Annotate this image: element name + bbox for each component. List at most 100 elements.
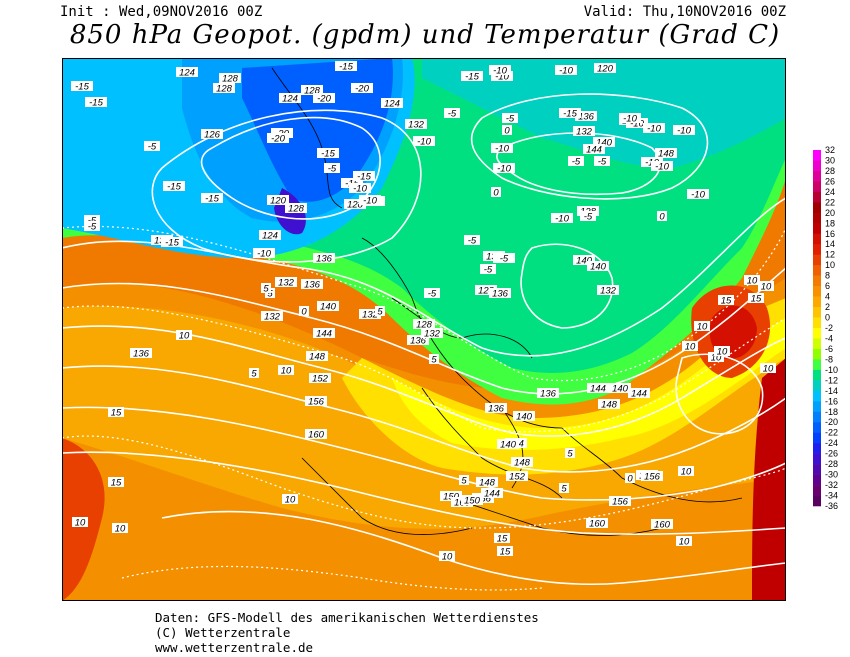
temperature-label: -15: [563, 109, 577, 120]
geopotential-label: 136: [304, 280, 321, 291]
geopotential-label-bg: [219, 73, 241, 83]
temperature-label: -5: [572, 157, 581, 168]
colorbar-swatch: [813, 432, 821, 444]
geopotential-label-bg: [305, 429, 327, 439]
temperature-label: -15: [339, 62, 353, 73]
geopotential-label-bg: [421, 328, 443, 338]
geopotential-label: 136: [578, 112, 595, 123]
temperature-label-bg: [324, 163, 340, 173]
geopotential-label-bg: [267, 195, 289, 205]
temperature-label-bg: [201, 193, 223, 203]
temperature-label: 5: [461, 476, 467, 487]
temperature-label: 10: [697, 322, 708, 333]
temperature-label-bg: [502, 125, 512, 135]
geopotential-label-bg: [655, 148, 677, 158]
geopotential-label-bg: [586, 518, 608, 528]
temperature-label: -15: [357, 172, 371, 183]
geopotential-label-bg: [407, 335, 429, 345]
colorbar-swatch: [813, 401, 821, 413]
geopotential-label-bg: [587, 383, 609, 393]
temperature-label: 5: [267, 289, 273, 300]
temperature-label-bg: [161, 237, 183, 247]
geopotential-label-bg: [575, 111, 597, 121]
geopotential-label-bg: [609, 496, 631, 506]
temperature-label-bg: [489, 65, 511, 75]
colorbar-swatch: [813, 202, 821, 214]
geopotential-label-bg: [381, 98, 403, 108]
temperature-label: -10: [630, 119, 644, 130]
temperature-label-bg: [261, 283, 271, 293]
temperature-label-bg: [493, 163, 515, 173]
temperature-label: -15: [167, 182, 181, 193]
geopotential-label: 132: [600, 286, 617, 297]
geopotential-labels: 1241281281241281261321361361321241281201…: [130, 63, 677, 531]
temperature-label-bg: [494, 533, 510, 543]
geopotential-label: 132: [278, 278, 295, 289]
temperature-label-bg: [551, 213, 573, 223]
colorbar-label: 32: [825, 146, 835, 155]
geopotential-label-bg: [513, 411, 535, 421]
temperature-label-bg: [491, 143, 513, 153]
geopotential-label-bg: [511, 457, 533, 467]
geopotential-label-bg: [313, 328, 335, 338]
temperature-label: -10: [655, 162, 669, 173]
temperature-label-bg: [313, 93, 335, 103]
temperature-label: -10: [647, 124, 661, 135]
temperature-label-bg: [748, 293, 764, 303]
colorbar-label: -8: [825, 354, 833, 364]
geopotential-label: 144: [316, 329, 332, 340]
geopotential-label: 152: [509, 472, 526, 483]
geopotential-label: 136: [410, 336, 427, 347]
temperature-label: -5: [500, 254, 509, 265]
temperature-label-bg: [687, 189, 709, 199]
geopotential-label-bg: [285, 203, 307, 213]
colorbar-swatch: [813, 170, 821, 182]
colorbar-swatch: [813, 254, 821, 266]
temperature-label: -5: [468, 236, 477, 247]
geopotential-label: 144: [586, 145, 602, 156]
colorbar-swatch: [813, 443, 821, 454]
colorbar-swatch: [813, 296, 821, 308]
geopotential-label-bg: [481, 488, 503, 498]
geopotential-label: 124: [384, 99, 400, 110]
geopotential-label-bg: [583, 144, 605, 154]
geopotential-label: 144: [631, 389, 647, 400]
temperature-label-bg: [112, 523, 128, 533]
colorbar-label: -32: [825, 480, 838, 490]
temperature-label-bg: [625, 473, 635, 483]
colorbar-swatch: [813, 212, 821, 224]
temperature-label-bg: [444, 108, 460, 118]
temperature-label: -5: [598, 157, 607, 168]
geopotential-label-bg: [413, 319, 435, 329]
temperature-label-bg: [461, 71, 483, 81]
colorbar-label: -26: [825, 449, 838, 459]
geopotential-label: 128: [288, 204, 305, 215]
colorbar-swatch: [813, 191, 821, 203]
temperature-label: -10: [623, 114, 637, 125]
geopotential-label-bg: [573, 126, 595, 136]
temperature-label-bg: [568, 156, 584, 166]
temperature-label: 0: [627, 474, 633, 485]
colorbar-swatch: [813, 150, 821, 161]
temperature-label-bg: [555, 65, 577, 75]
temperature-label: 10: [763, 364, 774, 375]
temperature-label-bg: [594, 156, 610, 166]
geopotential-label-bg: [485, 403, 507, 413]
geopotential-label: 140: [576, 256, 593, 267]
colorbar-swatch: [813, 286, 821, 297]
temperature-label-bg: [71, 81, 93, 91]
geopotential-label-bg: [301, 279, 323, 289]
temperature-label-bg: [413, 136, 435, 146]
temperature-label-bg: [565, 448, 575, 458]
temperature-label-bg: [714, 346, 730, 356]
colorbar-label: -16: [825, 396, 838, 406]
geopotential-label: 132: [424, 329, 441, 340]
geopotential-label-bg: [594, 63, 616, 73]
temperature-label: -20: [355, 84, 369, 95]
geopotential-label-bg: [176, 67, 198, 77]
geopotential-label-bg: [359, 309, 381, 319]
geopotential-label-bg: [461, 495, 483, 505]
temperature-label: 5: [431, 355, 437, 366]
init-time: Init : Wed,09NOV2016 00Z: [60, 4, 263, 20]
temperature-label: 10: [761, 282, 772, 293]
